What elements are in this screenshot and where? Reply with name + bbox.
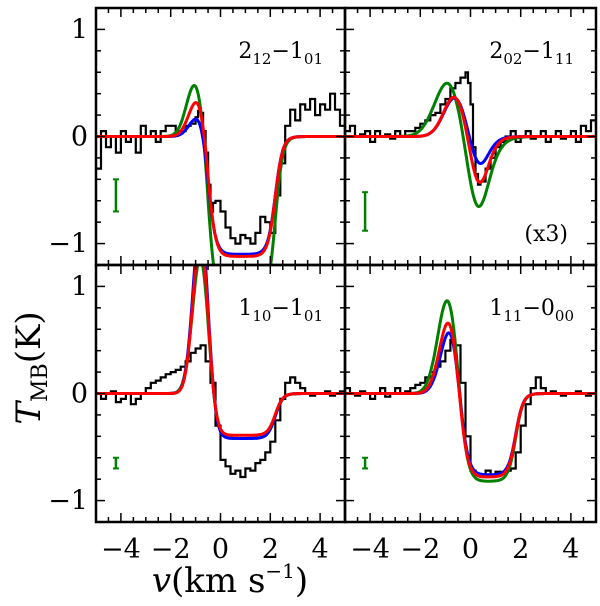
- panel-4: 111−000 −4 −2 0 2 4: [343, 263, 598, 565]
- y-tick-label: 1: [71, 14, 88, 45]
- x-tick-label: 0: [212, 534, 229, 565]
- scale-note: (x3): [524, 222, 568, 247]
- x-tick-label: −2: [400, 534, 440, 565]
- y-tick-label: −1: [48, 486, 88, 517]
- plot-area: [345, 71, 596, 232]
- y-tick-label: 0: [71, 379, 88, 410]
- y-tick-label: 0: [71, 122, 88, 153]
- x-tick-label: −2: [151, 534, 191, 565]
- x-tick-label: −4: [101, 534, 141, 565]
- panel-3: 110−101 −1 0 1 −4 −2 0 2 4: [48, 263, 347, 565]
- error-bar: [112, 456, 119, 470]
- text-layer: TMB(K) v(km s−1): [9, 311, 308, 601]
- model-curve-red: [96, 265, 345, 437]
- y-tick-label: 1: [71, 271, 88, 302]
- plot-area: [345, 299, 596, 483]
- x-tick-label: 2: [512, 534, 529, 565]
- panels-layer: 212−101 −1 0 1 202−111 (x3) 110−101 −1 0 1 −4 −2 0 2 4…: [48, 6, 598, 565]
- x-axis-title: v(km s−1): [152, 559, 308, 601]
- x-tick-label: 4: [312, 534, 329, 565]
- x-tick-label: 2: [262, 534, 279, 565]
- y-axis-title: TMB(K): [9, 311, 53, 424]
- plot-area: [96, 83, 345, 265]
- x-tick-label: 4: [562, 534, 579, 565]
- x-tick-label: −4: [350, 534, 390, 565]
- observed-spectrum: [96, 92, 345, 245]
- y-tick-label: −1: [48, 229, 88, 260]
- transition-label: 202−111: [489, 39, 574, 68]
- model-curve-blue: [96, 117, 345, 256]
- transition-label: 111−000: [489, 296, 574, 325]
- model-curve-red: [96, 101, 345, 258]
- error-bar: [362, 191, 369, 232]
- x-tick-label: 0: [462, 534, 479, 565]
- model-curve-green: [96, 265, 345, 440]
- transition-label: 110−101: [238, 296, 323, 325]
- transition-label: 212−101: [238, 39, 323, 68]
- panel-frame: [343, 263, 598, 524]
- observed-spectrum: [96, 344, 345, 479]
- model-curve-red: [345, 95, 596, 184]
- observed-spectrum: [345, 338, 596, 479]
- error-bar: [362, 456, 369, 470]
- panel-1: 212−101 −1 0 1: [48, 6, 347, 267]
- error-bar: [112, 178, 119, 213]
- plot-area: [96, 265, 345, 479]
- panel-2: 202−111 (x3): [343, 6, 598, 267]
- model-curve-red: [345, 321, 596, 479]
